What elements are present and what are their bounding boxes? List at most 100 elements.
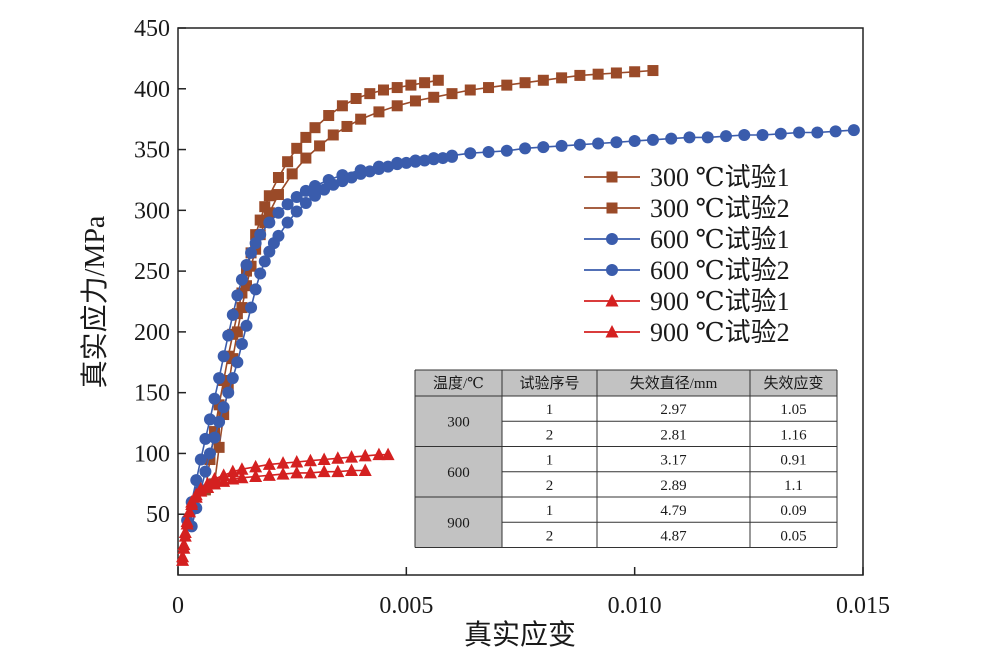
table-cell: 2.81 [660, 427, 686, 443]
data-point [254, 267, 267, 280]
data-point [610, 67, 622, 79]
table-cell: 2.89 [660, 478, 686, 494]
y-tick-label: 300 [134, 198, 170, 224]
data-point [208, 431, 221, 444]
table-cell: 4.79 [660, 503, 686, 519]
legend-label: 300 ℃试验1 [650, 163, 790, 192]
data-point [217, 401, 230, 414]
data-point [194, 453, 207, 466]
data-point [309, 180, 321, 193]
data-point [592, 137, 605, 150]
series-2 [209, 65, 659, 490]
data-point [240, 319, 253, 332]
data-point [218, 409, 230, 421]
data-point [194, 481, 208, 495]
data-point [573, 138, 586, 151]
data-point [299, 197, 312, 210]
data-point [391, 82, 403, 94]
data-point [276, 467, 290, 480]
data-point [756, 128, 769, 141]
table-cell: 1 [546, 453, 554, 469]
data-point [382, 160, 395, 173]
data-point [720, 130, 732, 143]
table-temp-cell: 900 [447, 515, 470, 531]
data-point [272, 229, 285, 242]
data-point [336, 175, 349, 188]
table-cell: 4.87 [660, 528, 687, 544]
data-point [263, 207, 275, 219]
data-point [665, 132, 678, 145]
legend-item: 600 ℃试验2 [584, 256, 790, 285]
data-point [290, 205, 303, 218]
data-point [208, 392, 221, 405]
data-point [203, 447, 216, 460]
data-point [847, 124, 860, 137]
data-point [245, 246, 258, 259]
data-point [217, 468, 231, 481]
table-header-cell: 失效直径/mm [630, 375, 718, 392]
data-point [464, 84, 476, 96]
table-temp-column-bg [415, 396, 502, 548]
data-point [235, 273, 248, 286]
data-point [500, 144, 513, 157]
data-point [829, 125, 842, 138]
data-point [303, 453, 317, 467]
legend-label: 900 ℃试验2 [650, 318, 790, 347]
series-layer [176, 65, 860, 566]
data-point [409, 95, 421, 107]
plot-frame [177, 27, 864, 576]
data-point [286, 168, 298, 180]
table-header-cell: 失效应变 [763, 374, 823, 392]
data-point [464, 147, 477, 160]
series-1 [199, 74, 444, 496]
data-point [400, 156, 413, 169]
y-tick-label: 450 [134, 16, 170, 42]
data-point [519, 142, 532, 155]
data-point [519, 77, 531, 89]
data-point [180, 516, 194, 530]
table-temp-cell: 600 [447, 465, 470, 481]
data-point [231, 326, 243, 338]
data-point [610, 136, 623, 149]
data-point [378, 84, 389, 96]
data-point [483, 82, 495, 94]
data-point [683, 131, 696, 144]
data-point [281, 198, 294, 211]
data-point [258, 255, 271, 268]
table-cell: 1.1 [784, 478, 803, 494]
data-point [199, 465, 212, 478]
legend-marker [606, 264, 618, 276]
data-point [428, 91, 440, 103]
series-5 [176, 463, 372, 563]
data-point [436, 152, 449, 165]
data-point [574, 69, 586, 81]
y-tick-label: 250 [134, 259, 170, 285]
data-point [213, 441, 225, 453]
data-point [350, 93, 362, 105]
data-point [263, 190, 275, 202]
x-tick-label: 0.005 [379, 593, 433, 619]
data-point [418, 154, 431, 167]
data-point [259, 201, 271, 213]
data-point [592, 68, 604, 80]
data-point [281, 216, 294, 229]
data-point [241, 280, 252, 292]
data-point [323, 110, 335, 122]
data-point [381, 447, 395, 461]
legend-label: 300 ℃试验2 [650, 194, 790, 223]
data-point [240, 259, 253, 272]
x-tick-label: 0 [172, 593, 184, 619]
data-point [217, 350, 230, 363]
data-point [176, 553, 190, 566]
data-point [317, 452, 331, 466]
data-point [190, 474, 203, 487]
data-point [272, 206, 285, 219]
data-point [409, 155, 422, 168]
data-point [628, 135, 641, 148]
data-point [185, 495, 199, 508]
data-point [336, 100, 348, 112]
data-point [209, 426, 221, 438]
table-cell: 2 [546, 528, 554, 544]
